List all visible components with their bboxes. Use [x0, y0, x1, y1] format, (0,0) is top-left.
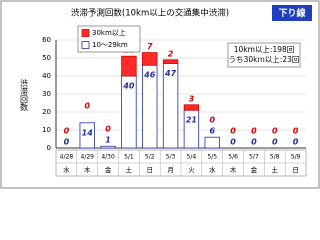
- y-tick-label: 0: [47, 144, 51, 152]
- y-tick-label: 60: [42, 36, 51, 44]
- x-tick-label: 5/4: [187, 154, 197, 161]
- direction-badge: [272, 5, 312, 21]
- value-label: 0: [64, 127, 70, 136]
- value-label: 46: [143, 71, 156, 80]
- weekday-label: 木: [230, 165, 237, 174]
- value-label: 6: [209, 127, 215, 136]
- annotation: 10km以上:198回: [234, 45, 295, 54]
- weekday-label: 土: [272, 165, 279, 174]
- weekday-label: 日: [147, 166, 154, 174]
- y-tick-label: 40: [42, 72, 51, 80]
- weekday-label: 日: [292, 166, 299, 174]
- value-label: 0: [293, 138, 299, 147]
- weekday-label: 水: [63, 165, 70, 174]
- value-label: 0: [293, 127, 299, 136]
- value-label: 21: [186, 116, 197, 125]
- bar: [79, 122, 95, 149]
- x-tick-label: 4/28: [60, 154, 74, 161]
- bar: [162, 59, 179, 64]
- value-label: 3: [189, 94, 195, 103]
- weekday-label: 金: [251, 165, 258, 174]
- x-tick-label: 5/9: [291, 154, 301, 161]
- chart-title: 渋滞予測回数(10km以上の交通集中渋滞): [71, 8, 229, 19]
- x-tick-label: 4/29: [81, 154, 95, 161]
- x-tick-label: 5/5: [207, 154, 217, 161]
- value-label: 0: [209, 116, 215, 125]
- legend-label: 10～29km: [92, 41, 128, 49]
- weekday-label: 土: [126, 165, 133, 174]
- value-label: 1: [105, 136, 111, 145]
- annotation-box: [227, 42, 301, 68]
- value-label: 47: [164, 69, 177, 78]
- weekday-label: 木: [84, 165, 91, 174]
- y-tick-label: 50: [42, 54, 51, 62]
- value-label: 0: [105, 125, 111, 134]
- value-label: 14: [82, 128, 94, 137]
- bar: [204, 136, 220, 149]
- value-label: 0: [230, 138, 236, 147]
- x-tick-label: 5/1: [124, 154, 134, 161]
- value-label: 0: [84, 101, 90, 110]
- y-axis-label: 渋滞回数: [20, 78, 29, 112]
- x-tick-label: 4/30: [101, 154, 115, 161]
- bar: [142, 52, 158, 66]
- weekday-label: 火: [188, 166, 195, 174]
- bar: [121, 55, 137, 77]
- bar: [100, 145, 116, 149]
- value-label: 0: [251, 127, 257, 136]
- legend-swatch: [81, 29, 90, 37]
- chart: 渋滞予測回数(10km以上の交通集中渋滞) 下り線 渋滞回数 10km以上:19…: [0, 0, 320, 189]
- value-label: 0: [272, 127, 278, 136]
- value-label: 2: [168, 49, 174, 58]
- x-tick-label: 5/6: [228, 154, 238, 161]
- weekday-label: 月: [167, 166, 174, 174]
- y-tick-label: 30: [42, 90, 51, 98]
- x-tick-label: 5/8: [270, 154, 280, 161]
- weekday-label: 水: [209, 165, 216, 174]
- x-tick-label: 5/3: [166, 154, 176, 161]
- value-label: 0: [272, 138, 278, 147]
- value-label: 7: [147, 42, 153, 51]
- annotation: うち30km以上:23回: [229, 55, 300, 64]
- direction-label: 下り線: [278, 7, 305, 19]
- y-tick-label: 10: [42, 126, 51, 134]
- legend-swatch: [81, 41, 90, 49]
- x-tick-label: 5/2: [145, 154, 155, 161]
- value-label: 0: [251, 138, 257, 147]
- value-label: 0: [64, 138, 70, 147]
- value-label: 40: [122, 82, 135, 91]
- x-tick-label: 5/7: [249, 154, 259, 161]
- bar: [183, 104, 200, 111]
- value-label: 0: [230, 127, 236, 136]
- legend-label: 30km以上: [92, 28, 126, 37]
- y-tick-label: 20: [42, 108, 51, 116]
- weekday-label: 金: [105, 165, 112, 174]
